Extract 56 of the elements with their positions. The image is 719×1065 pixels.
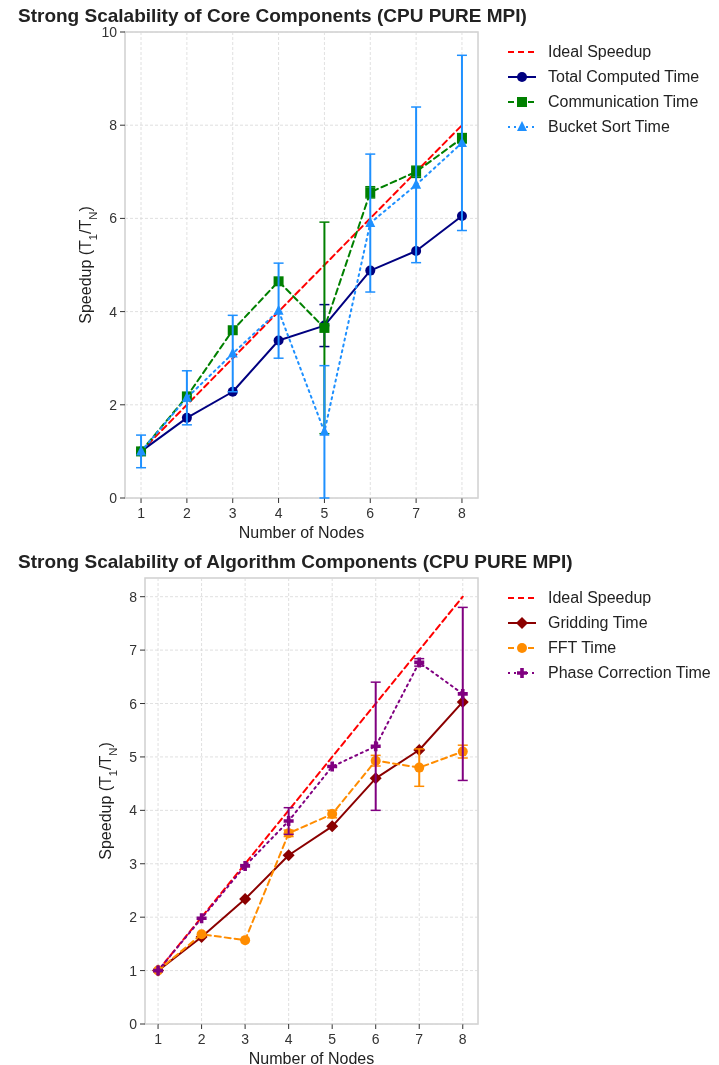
chart-title: Strong Scalability of Core Components (CPU PURE MPI) — [18, 5, 527, 26]
point — [240, 860, 251, 871]
point — [414, 762, 425, 773]
x-tick-label: 4 — [274, 505, 283, 521]
x-tick-label: 6 — [366, 505, 375, 521]
y-tick-label: 0 — [109, 490, 118, 506]
x-tick-label: 5 — [328, 1031, 337, 1047]
point — [370, 741, 381, 752]
point — [326, 820, 339, 833]
point — [196, 913, 207, 924]
chart-title: Strong Scalability of Algorithm Components (CPU PURE MPI) — [18, 551, 573, 572]
point — [457, 688, 468, 699]
x-tick-label: 2 — [197, 1031, 206, 1047]
point — [411, 178, 422, 189]
legend-label: Ideal Speedup — [548, 589, 652, 606]
y-tick-label: 10 — [101, 24, 118, 40]
legend-label: Bucket Sort Time — [548, 118, 670, 135]
x-tick-label: 3 — [241, 1031, 250, 1047]
legend-label: FFT Time — [548, 639, 617, 656]
x-tick-label: 8 — [458, 505, 467, 521]
point — [283, 816, 294, 827]
x-tick-label: 5 — [320, 505, 329, 521]
legend-label: Gridding Time — [548, 614, 648, 631]
x-tick-label: 2 — [182, 505, 191, 521]
x-tick-label: 8 — [458, 1031, 467, 1047]
legend-label: Total Computed Time — [548, 68, 700, 85]
point — [282, 849, 295, 862]
y-tick-label: 7 — [129, 642, 138, 659]
legend-label: Phase Correction Time — [548, 664, 711, 681]
y-tick-label: 4 — [129, 802, 138, 819]
y-tick-label: 6 — [109, 210, 118, 227]
x-tick-label: 7 — [415, 1031, 424, 1047]
point — [227, 347, 238, 358]
legend-label: Communication Time — [548, 93, 699, 110]
y-tick-label: 8 — [129, 588, 138, 605]
y-tick-label: 0 — [129, 1016, 138, 1032]
y-tick-label: 2 — [109, 396, 118, 413]
legend-label: Ideal Speedup — [548, 43, 652, 60]
x-tick-label: 6 — [371, 1031, 380, 1047]
y-tick-label: 3 — [129, 855, 138, 872]
y-tick-label: 8 — [109, 117, 118, 134]
x-tick-label: 4 — [284, 1031, 293, 1047]
x-axis-title: Number of Nodes — [248, 1050, 375, 1065]
y-tick-label: 2 — [129, 909, 138, 926]
x-tick-label: 7 — [412, 505, 421, 521]
point — [239, 893, 252, 906]
y-tick-label: 5 — [129, 748, 138, 765]
y-tick-label: 6 — [129, 695, 138, 712]
x-axis-title: Number of Nodes — [238, 524, 365, 541]
y-tick-label: 1 — [129, 962, 138, 979]
point — [327, 761, 338, 772]
point — [240, 935, 251, 946]
point — [365, 217, 376, 228]
y-tick-label: 4 — [109, 303, 118, 320]
x-tick-label: 1 — [154, 1031, 163, 1047]
x-tick-label: 3 — [228, 505, 237, 521]
